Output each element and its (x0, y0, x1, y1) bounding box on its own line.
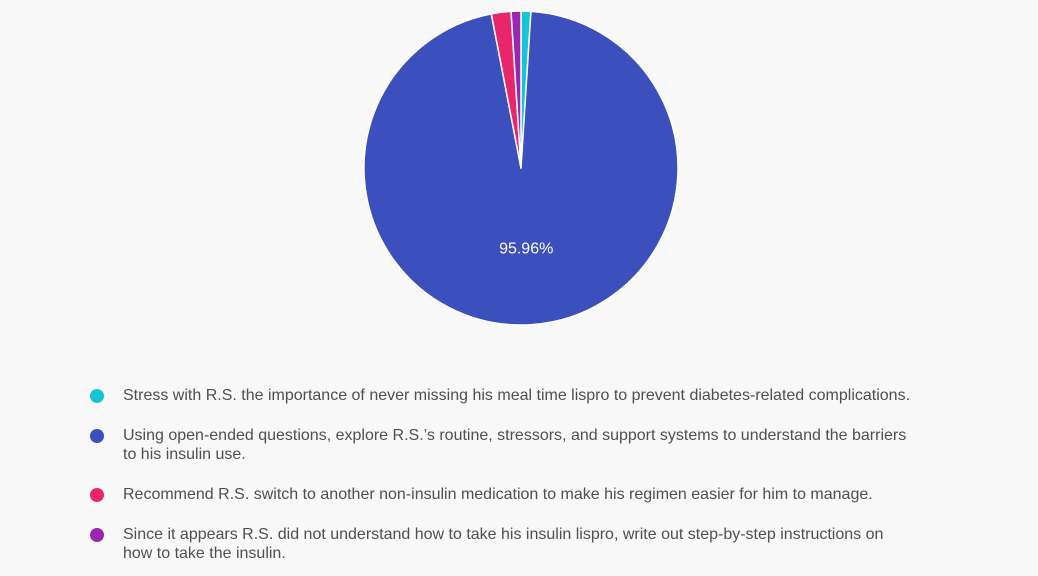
legend-label: Using open-ended questions, explore R.S.… (123, 427, 907, 463)
legend-label: Recommend R.S. switch to another non-ins… (123, 486, 873, 503)
legend-label: Stress with R.S. the importance of never… (123, 387, 911, 404)
legend-item[interactable]: Stress with R.S. the importance of never… (90, 386, 910, 405)
legend-dot (90, 488, 104, 502)
legend-item[interactable]: Since it appears R.S. did not understand… (90, 525, 910, 563)
slice-value-label: 95.96% (499, 241, 553, 258)
pie-slice[interactable] (510, 10, 522, 169)
legend-item[interactable]: Using open-ended questions, explore R.S.… (90, 426, 910, 464)
legend-dot (90, 429, 104, 443)
legend-item[interactable]: Recommend R.S. switch to another non-ins… (90, 485, 910, 504)
legend-dot (90, 528, 104, 542)
legend-label: Since it appears R.S. did not understand… (123, 526, 884, 562)
pie-chart: 95.96% (363, 10, 679, 326)
legend: Stress with R.S. the importance of never… (90, 386, 910, 576)
legend-dot (90, 389, 104, 403)
